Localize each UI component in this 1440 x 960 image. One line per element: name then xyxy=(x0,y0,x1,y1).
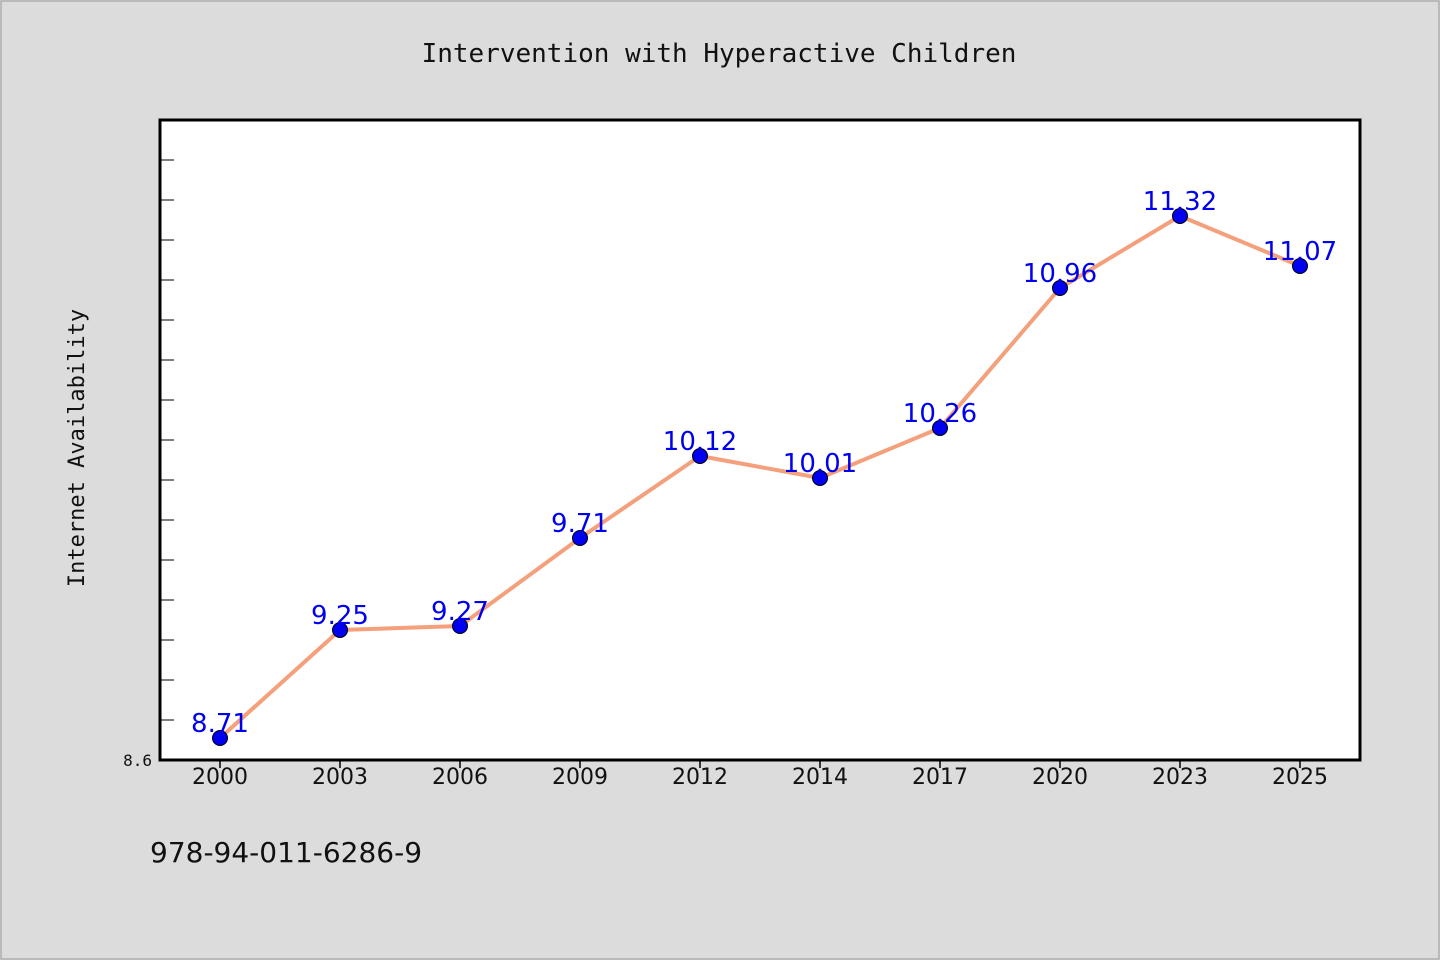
data-point xyxy=(1292,258,1308,274)
x-tick-label: 2000 xyxy=(192,765,248,790)
data-point xyxy=(452,618,468,634)
x-tick-label: 2020 xyxy=(1032,765,1088,790)
data-point xyxy=(692,448,708,464)
data-label: 9.25 xyxy=(311,601,369,631)
data-point xyxy=(572,530,588,546)
y-axis-label: Internet Availability xyxy=(65,309,90,587)
data-label: 10.01 xyxy=(783,449,857,479)
plot-frame xyxy=(158,118,1362,762)
data-label: 11.32 xyxy=(1143,187,1217,217)
x-tick-label: 2017 xyxy=(912,765,968,790)
data-point xyxy=(1052,280,1068,296)
data-point xyxy=(932,420,948,436)
data-labels: 8.71 9.25 9.27 9.71 10.12 10.01 10.26 10.96 11.3… xyxy=(191,187,1337,739)
x-axis-ticks: 2000 2003 2006 2009 2012 2014 2017 2020 2023 2025 xyxy=(192,760,1328,790)
x-tick-label: 2014 xyxy=(792,765,848,790)
x-tick-label: 2012 xyxy=(672,765,728,790)
chart-title: Intervention with Hyperactive Children xyxy=(422,39,1017,69)
x-tick-label: 2006 xyxy=(432,765,488,790)
data-label: 10.26 xyxy=(903,399,977,429)
data-point xyxy=(812,470,828,486)
series-markers xyxy=(212,208,1308,746)
y-axis-ticks xyxy=(160,159,174,721)
data-label: 11.07 xyxy=(1263,237,1337,267)
data-label: 10.96 xyxy=(1023,259,1097,289)
y-tick-label: 8.6 xyxy=(123,751,152,770)
data-label: 10.12 xyxy=(663,427,737,457)
data-label: 8.71 xyxy=(191,709,249,739)
data-label: 9.71 xyxy=(551,509,609,539)
x-tick-label: 2023 xyxy=(1152,765,1208,790)
x-tick-label: 2009 xyxy=(552,765,608,790)
data-point xyxy=(1172,208,1188,224)
x-tick-label: 2003 xyxy=(312,765,368,790)
data-point xyxy=(212,730,228,746)
data-label: 9.27 xyxy=(431,597,489,627)
series-line xyxy=(218,214,1301,740)
x-tick-label: 2025 xyxy=(1272,765,1328,790)
data-point xyxy=(332,622,348,638)
footnote-isbn: 978-94-011-6286-9 xyxy=(150,836,422,869)
